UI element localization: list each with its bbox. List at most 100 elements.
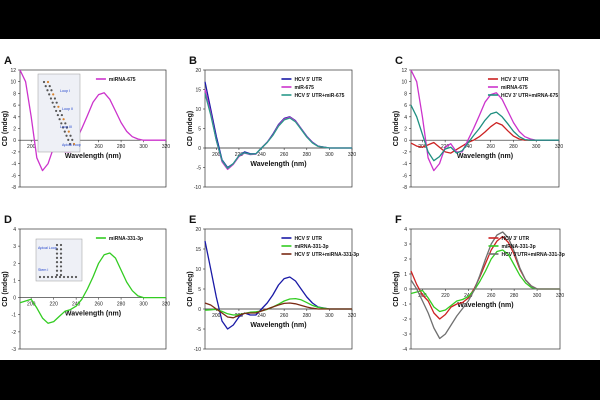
y-tick-label: 10 (195, 107, 201, 113)
panel-label: C (395, 55, 403, 67)
nucleotide-dot (62, 118, 65, 121)
legend-label: miR-675 (294, 85, 314, 91)
panel-d: D -3 -2 -1 0 1 2 3 4 200 220 240 260 280 300 320 Wavelen… (2, 214, 170, 353)
inset-label: Loop I (60, 89, 70, 93)
x-tick-label: 280 (117, 302, 126, 308)
nucleotide-dot (42, 80, 46, 84)
x-tick-label: 300 (533, 293, 542, 299)
nucleotide-dot (55, 109, 58, 113)
nucleotide-dot (55, 248, 59, 251)
nucleotide-dot (49, 97, 53, 100)
y-tick-label: 0 (404, 138, 407, 144)
x-tick-label: 300 (139, 144, 148, 150)
y-tick-label: 8 (404, 91, 407, 97)
y-axis-label: CD (mdeg) (2, 111, 9, 146)
y-tick-label: -3 (403, 332, 408, 338)
nucleotide-dot (58, 275, 62, 279)
stem-loop-inset: Apical Loop Stem I (35, 238, 83, 282)
y-tick-label: 20 (195, 68, 201, 74)
nucleotide-dot (67, 138, 70, 141)
nucleotide-dot (55, 261, 59, 264)
series-line-2 (410, 249, 560, 313)
x-tick-label: 300 (325, 313, 334, 319)
y-tick-label: -6 (12, 173, 17, 179)
x-tick-label: 280 (117, 144, 126, 150)
legend-label: HCV 5' UTR+miRNA-331-3p (294, 252, 359, 258)
x-tick-label: 320 (556, 293, 565, 299)
inset-label: Apical Loop (38, 246, 57, 250)
x-tick-label: 300 (139, 302, 148, 308)
y-tick-label: 4 (404, 227, 407, 233)
x-tick-label: 240 (72, 302, 81, 308)
x-tick-label: 200 (212, 152, 221, 158)
x-tick-label: 300 (325, 152, 334, 158)
legend-label: miRNA-675 (501, 85, 528, 91)
series-line-2 (410, 69, 559, 172)
legend-label: miRNA-331-3p (294, 244, 328, 250)
nucleotide-dot (55, 101, 58, 104)
x-tick-label: 320 (348, 313, 357, 319)
nucleotide-dot (59, 109, 62, 113)
legend-label: HCV 3' UTR (501, 236, 529, 242)
nucleotide-dot (67, 130, 70, 133)
nucleotide-dot (48, 93, 51, 96)
legend-label: HCV 3'UTR+miRNA-331-3p (501, 252, 564, 258)
nucleotide-dot (59, 256, 63, 259)
x-tick-label: 240 (464, 144, 473, 150)
y-tick-label: 4 (404, 115, 407, 121)
y-tick-label: 6 (13, 103, 16, 109)
x-tick-label: 320 (162, 144, 171, 150)
nucleotide-dot (53, 105, 56, 108)
nucleotide-dot (55, 256, 59, 259)
y-tick-label: -5 (197, 327, 202, 333)
x-axis-label: Wavelength (nm) (250, 161, 306, 168)
nucleotide-dot (53, 97, 57, 100)
y-tick-label: 0 (13, 296, 16, 302)
legend-label: miRNA-675 (109, 77, 136, 83)
plot-frame (204, 228, 353, 350)
nucleotide-dot (56, 113, 59, 117)
x-axis-label: Wavelength (nm) (457, 302, 513, 309)
y-tick-label: 5 (198, 127, 201, 133)
y-tick-label: 12 (10, 68, 16, 74)
x-axis-label: Wavelength (nm) (457, 153, 513, 160)
y-axis-label: CD (mdeg) (393, 271, 400, 306)
x-tick-label: 220 (441, 293, 450, 299)
nucleotide-dot (65, 134, 68, 137)
y-tick-label: 10 (401, 80, 407, 86)
nucleotide-dot (50, 275, 54, 279)
y-tick-label: -8 (403, 185, 408, 191)
nucleotide-dot (60, 122, 63, 125)
nucleotide-dot (38, 275, 42, 279)
x-tick-label: 240 (257, 313, 266, 319)
x-tick-label: 280 (303, 152, 312, 158)
nucleotide-dot (62, 275, 66, 279)
nucleotide-dot (59, 273, 63, 277)
y-tick-label: 20 (195, 227, 201, 233)
x-tick-label: 320 (162, 302, 171, 308)
nucleotide-dot (51, 101, 54, 104)
y-tick-label: -2 (403, 150, 408, 156)
y-tick-label: -4 (12, 162, 17, 168)
nucleotide-dot (57, 105, 60, 108)
y-tick-label: -4 (403, 347, 408, 353)
inset-frame (37, 73, 81, 153)
nucleotide-dot (55, 269, 59, 272)
y-tick-label: -10 (194, 347, 201, 353)
figure-canvas: A-8-6-4-2024681012200220240260280300320W… (0, 39, 600, 360)
y-tick-label: -2 (403, 317, 408, 323)
y-tick-label: 2 (404, 127, 407, 133)
nucleotide-dot (46, 80, 50, 84)
panel-label: B (189, 55, 197, 67)
plot-frame (19, 228, 167, 350)
nucleotide-dot (54, 275, 58, 279)
series-line-1 (19, 252, 166, 324)
x-axis-label: Wavelength (nm) (65, 153, 121, 160)
panel-label: E (189, 214, 196, 226)
x-axis-label: Wavelength (nm) (250, 322, 306, 329)
legend-label: miRNA-331-3p (109, 236, 143, 242)
nucleotide-dot (65, 126, 69, 129)
x-tick-label: 280 (303, 313, 312, 319)
y-tick-label: 3 (404, 242, 407, 248)
